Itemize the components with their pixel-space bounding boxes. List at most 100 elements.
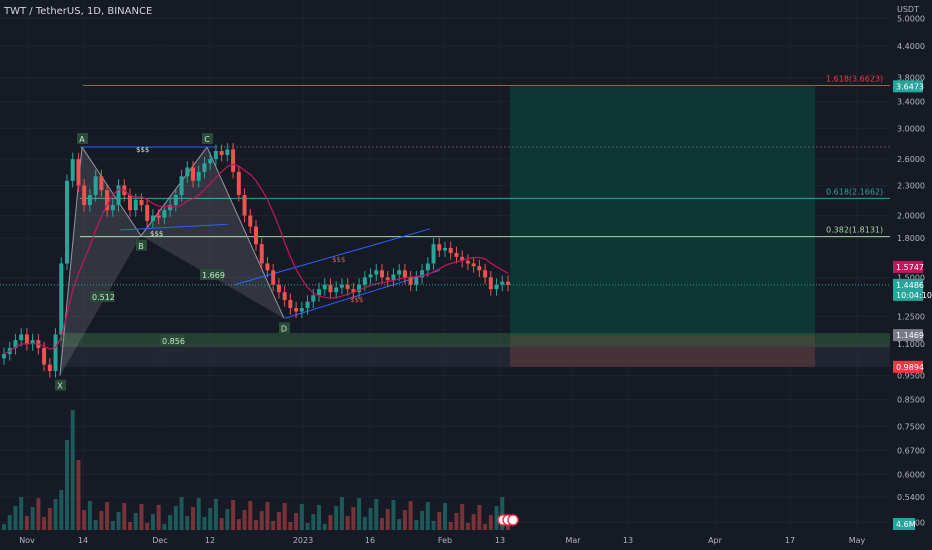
entry-price-tag-bg	[893, 329, 923, 342]
candle-body	[351, 289, 356, 293]
volume-bar	[248, 501, 253, 530]
price-tick-label: 5.0000	[897, 15, 925, 24]
price-tick-label: 2.3000	[897, 181, 925, 190]
volume-tag-bg	[893, 518, 915, 530]
price-tick-label: 1.5000	[897, 273, 925, 282]
volume-bar	[448, 522, 453, 530]
time-tick-label: 13	[495, 536, 505, 545]
volume-bar	[82, 510, 87, 530]
ratio-label: 1.669	[202, 271, 225, 280]
volume-bar	[294, 513, 299, 530]
volume-bar	[36, 498, 41, 530]
volume-bar	[254, 520, 258, 530]
volume-bar	[128, 522, 132, 530]
volume-bar	[380, 518, 384, 530]
candle-body	[374, 270, 379, 275]
liquidity-label: $$$	[350, 296, 363, 304]
candle-body	[500, 281, 505, 285]
candle-body	[460, 256, 465, 261]
volume-bar	[362, 517, 367, 530]
candle-body	[191, 167, 195, 181]
volume-bar	[162, 524, 167, 530]
price-tick-label: 1.8000	[897, 234, 925, 243]
time-tick-label: 14	[78, 536, 88, 545]
time-tick-label: Apr	[708, 536, 723, 545]
volume-bar	[70, 410, 75, 530]
price-tick-label: 0.8500	[897, 395, 925, 404]
candle-body	[219, 150, 224, 156]
price-tick-label: 0.6000	[897, 470, 925, 479]
volume-bar	[368, 508, 373, 530]
candle-body	[213, 150, 218, 160]
pattern-leg	[81, 146, 142, 237]
volume-bar	[99, 511, 104, 530]
candle-body	[483, 270, 488, 278]
volume-bar	[322, 524, 327, 530]
ratio-label: 0.856	[162, 337, 185, 346]
volume-bar	[414, 520, 419, 530]
volume-bar	[196, 498, 201, 530]
volume-bar	[431, 521, 436, 530]
target-price-tag: 3.6473	[896, 82, 924, 91]
candle-body	[156, 215, 161, 218]
liquidity-label: $$$	[136, 146, 149, 154]
target-price-tag-bg	[893, 80, 923, 93]
time-tick-label: Nov	[19, 536, 35, 545]
ma-price-tag: 1.5747	[896, 263, 924, 272]
candle-body	[391, 274, 396, 281]
candle-body	[345, 284, 350, 290]
volume-bar	[231, 500, 236, 530]
volume-bar	[420, 511, 425, 530]
candle-body	[334, 287, 339, 293]
volume-bar	[339, 497, 344, 530]
candle-body	[397, 270, 402, 275]
candle-body	[105, 190, 110, 211]
pattern-point-label: B	[138, 242, 144, 251]
pattern-point-box	[136, 239, 147, 251]
volume-bar	[328, 515, 333, 530]
volume-bar	[385, 509, 390, 530]
candle-body	[150, 215, 155, 221]
time-tick-label: May	[849, 536, 866, 545]
candle-body	[408, 277, 413, 285]
candle-body	[322, 284, 327, 290]
volume-bar	[477, 505, 482, 530]
candle-body	[42, 347, 47, 365]
volume-bar	[305, 523, 310, 530]
pattern-point-box	[55, 379, 66, 391]
candle-body	[116, 185, 121, 206]
support-band	[60, 344, 890, 367]
candle-body	[168, 205, 173, 211]
volume-bar	[397, 519, 402, 530]
candle-body	[248, 215, 253, 227]
volume-bar	[454, 513, 459, 530]
volume-bar	[19, 497, 24, 530]
volume-bar	[471, 514, 476, 530]
entry-price-tag: 1.1469	[896, 331, 924, 340]
candle-body	[87, 195, 92, 206]
liquidity-label: $$$	[150, 230, 163, 238]
candle-body	[265, 263, 270, 271]
pattern-leg	[206, 146, 285, 319]
pattern-point-label: D	[281, 324, 287, 333]
fib-label: 0.618(2.1662)	[826, 187, 883, 196]
price-tick-label: 1.1000	[897, 340, 925, 349]
volume-bar	[110, 521, 115, 530]
price-tick-label: 0.9500	[897, 372, 925, 381]
price-tick-label: 0.7500	[897, 422, 925, 431]
candle-body	[128, 195, 132, 211]
volume-bar	[185, 516, 190, 530]
volume-bar	[53, 499, 58, 530]
candle-body	[202, 163, 207, 172]
pattern-point-label: C	[204, 135, 210, 144]
candle-body	[454, 252, 459, 257]
price-tick-label: 2.6000	[897, 155, 925, 164]
volume-bar	[374, 499, 379, 530]
volume-bar	[47, 508, 52, 530]
candle-body	[236, 171, 241, 196]
volume-bar	[191, 507, 195, 530]
currency-label: USDT	[897, 5, 919, 14]
candle-body	[380, 270, 384, 278]
volume-bar	[402, 510, 407, 530]
